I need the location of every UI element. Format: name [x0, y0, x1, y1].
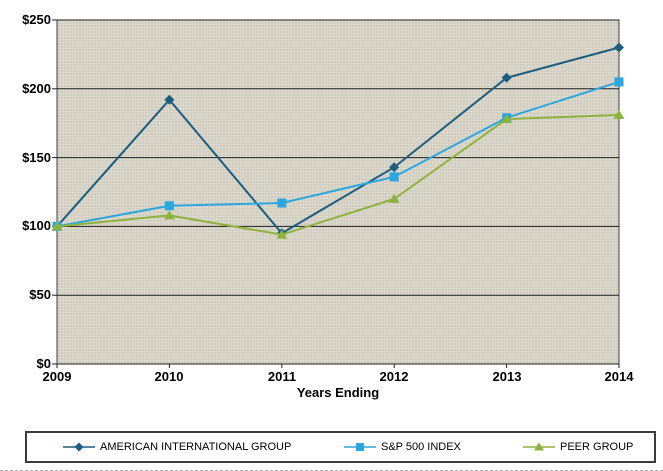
sp500-legend-marker-icon [344, 443, 376, 451]
x-axis-tick-label: 2014 [604, 369, 634, 384]
legend-label-aig: AMERICAN INTERNATIONAL GROUP [100, 441, 292, 453]
x-axis-tick-label: 2012 [379, 369, 409, 384]
peer-legend-marker-icon [523, 442, 555, 451]
x-axis-tick-label: 2011 [267, 369, 297, 384]
legend-label-sp500: S&P 500 INDEX [381, 441, 461, 453]
x-axis-tick-label: 2010 [154, 369, 184, 384]
y-axis-tick-label: $100 [22, 218, 51, 233]
y-axis-tick-label: $50 [29, 287, 51, 302]
aig-legend-marker-icon [63, 442, 95, 452]
y-axis-tick-label: $250 [22, 12, 51, 27]
legend-label-peer: PEER GROUP [560, 441, 634, 453]
legend-item-peer: PEER GROUP [523, 433, 633, 461]
legend-item-sp500: S&P 500 INDEX [344, 433, 461, 461]
y-axis-tick-label: $150 [22, 150, 51, 165]
x-axis-title: Years Ending [296, 385, 380, 400]
y-axis-tick-label: $0 [36, 356, 51, 371]
x-axis-tick-label: 2013 [492, 369, 522, 384]
x-axis-tick-label: 2009 [42, 369, 72, 384]
legend-item-aig: AMERICAN INTERNATIONAL GROUP [63, 433, 291, 461]
y-axis-tick-label: $200 [22, 81, 51, 96]
legend: AMERICAN INTERNATIONAL GROUP S&P 500 IND… [25, 431, 656, 463]
